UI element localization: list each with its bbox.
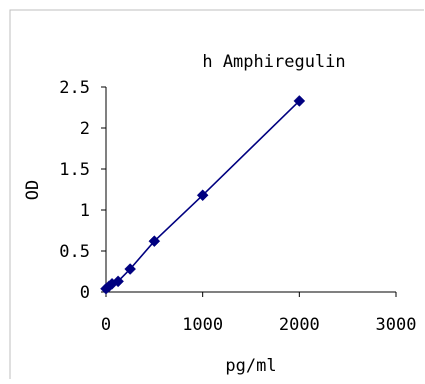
y-tick-label: 2 [80,119,90,139]
y-tick-label: 1 [80,201,90,221]
y-tick-label: 2.5 [59,78,90,98]
data-point [124,263,137,275]
y-tick-label: 0.5 [59,242,90,262]
x-tick-label: 0 [101,315,111,335]
ticks-layer: 0 0.5 1 1.5 2 2.5 0 1000 2000 3000 [59,78,416,335]
x-tick-label: 2000 [279,315,320,335]
chart-border [9,9,424,379]
data-point [293,95,306,107]
series-layer [100,95,306,295]
x-axis-label: pg/ml [225,356,276,376]
y-tick-label: 0 [80,283,90,303]
data-point [148,235,161,248]
chart-title: h Amphiregulin [202,52,345,72]
data-point [196,189,209,202]
x-tick-label: 1000 [182,315,223,335]
data-point [112,275,124,288]
y-tick-label: 1.5 [59,160,90,180]
y-axis-label: OD [23,180,43,200]
x-tick-label: 3000 [376,315,417,335]
